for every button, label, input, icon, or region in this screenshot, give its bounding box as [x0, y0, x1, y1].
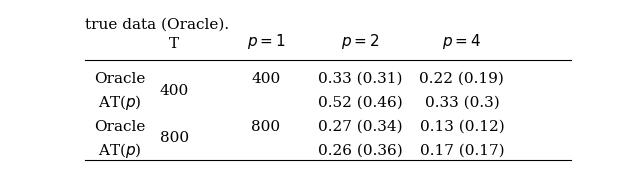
- Text: 0.33 (0.3): 0.33 (0.3): [424, 96, 499, 110]
- Text: 0.22 (0.19): 0.22 (0.19): [419, 72, 504, 86]
- Text: 400: 400: [159, 84, 189, 98]
- Text: 0.26 (0.36): 0.26 (0.36): [318, 143, 403, 157]
- Text: $p = 4$: $p = 4$: [442, 32, 481, 51]
- Text: 0.27 (0.34): 0.27 (0.34): [318, 120, 403, 134]
- Text: true data (Oracle).: true data (Oracle).: [85, 18, 229, 32]
- Text: 800: 800: [159, 131, 189, 145]
- Text: $p = 1$: $p = 1$: [246, 32, 285, 51]
- Text: Oracle: Oracle: [94, 120, 145, 134]
- Text: 0.52 (0.46): 0.52 (0.46): [318, 96, 403, 110]
- Text: 400: 400: [252, 72, 280, 86]
- Text: AT($p$): AT($p$): [98, 93, 141, 112]
- Text: T: T: [169, 37, 179, 51]
- Text: 0.13 (0.12): 0.13 (0.12): [420, 120, 504, 134]
- Text: Oracle: Oracle: [94, 72, 145, 86]
- Text: 800: 800: [252, 120, 280, 134]
- Text: AT($p$): AT($p$): [98, 141, 141, 160]
- Text: 0.33 (0.31): 0.33 (0.31): [318, 72, 403, 86]
- Text: $p = 2$: $p = 2$: [341, 32, 380, 51]
- Text: 0.17 (0.17): 0.17 (0.17): [420, 143, 504, 157]
